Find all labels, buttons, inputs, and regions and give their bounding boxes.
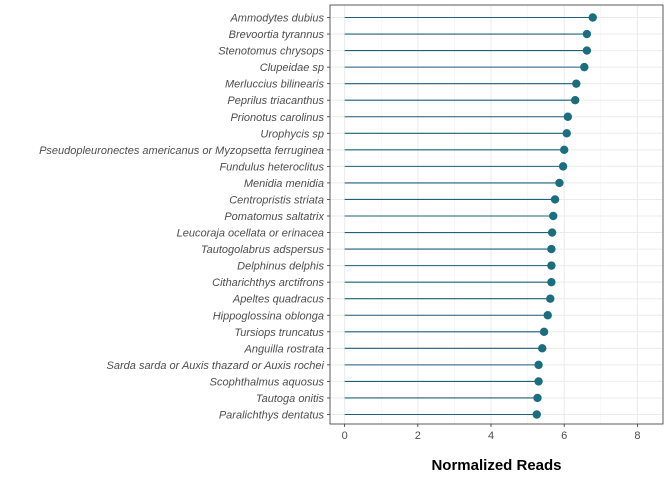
lollipop-point (547, 277, 556, 287)
y-tick-label: Citharichthys arctifrons (212, 277, 324, 289)
y-tick-label: Pseudopleuronectes americanus or Myzopse… (39, 145, 324, 157)
y-tick-label: Centropristis striata (229, 194, 324, 206)
y-tick-label: Scophthalmus aquosus (210, 376, 325, 388)
lollipop-point (588, 13, 597, 22)
x-tick-label: 8 (634, 430, 640, 442)
lollipop-point (543, 311, 552, 320)
y-tick-label: Tautogolabrus adspersus (201, 244, 325, 256)
x-axis: 0 2 4 6 8 (342, 424, 640, 442)
y-tick-label: Anguilla rostrata (244, 343, 325, 355)
lollipop-point (534, 377, 543, 386)
y-tick-label: Stenotomus chrysops (218, 46, 324, 58)
y-tick-label: Prionotus carolinus (230, 112, 324, 124)
y-tick-label: Tursiops truncatus (234, 327, 324, 339)
y-tick-label: Brevoortia tyrannus (229, 29, 325, 41)
y-tick-label: Hippoglossina oblonga (213, 310, 324, 322)
y-tick-label: Urophycis sp (260, 128, 324, 140)
lollipop-point (547, 228, 557, 237)
lollipop-point (570, 96, 580, 105)
y-tick-label: Clupeidae sp (260, 62, 324, 74)
lollipop-point (555, 178, 564, 188)
y-tick-label: Leucoraja ocellata or erinacea (177, 228, 324, 240)
lollipop-point (539, 327, 549, 336)
x-tick-label: 2 (415, 430, 421, 442)
y-tick-label: Ammodytes dubius (229, 13, 324, 25)
y-tick-label: Delphinus delphis (237, 261, 324, 273)
y-tick-label: Peprilus triacanthus (227, 95, 324, 107)
x-tick-label: 6 (561, 430, 567, 442)
y-tick-label: Sarda sarda or Auxis thazard or Auxis ro… (107, 360, 325, 372)
lollipop-point (572, 79, 581, 88)
x-tick-label: 0 (342, 430, 348, 442)
y-tick-label: Merluccius bilinearis (225, 79, 325, 91)
lollipop-point (562, 129, 571, 138)
y-tick-label: Tautoga onitis (256, 393, 325, 405)
x-tick-label: 4 (488, 430, 494, 442)
x-axis-title: Normalized Reads (431, 457, 561, 474)
y-tick-label: Pomatomus saltatrix (224, 211, 324, 223)
lollipop-stems (344, 16, 593, 416)
lollipop-point (534, 360, 543, 370)
lollipop-point (582, 46, 592, 55)
grid-lines (330, 5, 663, 424)
lollipop-point (538, 344, 547, 353)
lollipop-point (547, 261, 556, 270)
lollipop-point (558, 162, 568, 171)
panel-background (330, 5, 663, 424)
y-tick-label: Paralichthys dentatus (219, 410, 325, 422)
lollipop-point (547, 244, 556, 254)
y-axis: Ammodytes dubius Brevoortia tyrannus Steno… (39, 13, 330, 422)
lollipop-point (549, 211, 558, 221)
lollipop-point (546, 294, 555, 303)
lollipop-point (563, 112, 573, 121)
panel-border (329, 4, 664, 425)
lollipop-point (582, 29, 592, 39)
y-tick-label: Apeltes quadracus (232, 294, 325, 306)
lollipop-point (532, 410, 541, 419)
lollipop-point (580, 62, 589, 72)
lollipop-point (559, 145, 569, 155)
lollipop-point (533, 393, 542, 403)
y-tick-label: Fundulus heteroclitus (219, 161, 324, 173)
lollipop-points (532, 13, 597, 419)
lollipop-point (550, 195, 560, 204)
y-tick-label: Menidia menidia (244, 178, 324, 190)
